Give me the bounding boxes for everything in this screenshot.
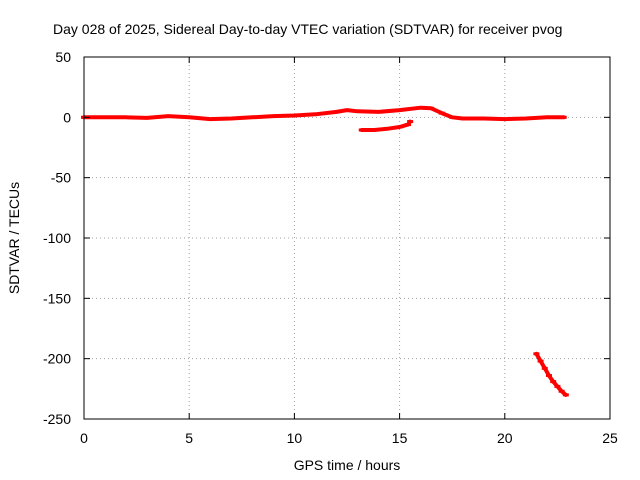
x-tick-label: 5 [185,430,193,446]
y-tick-label: -250 [43,411,71,427]
x-tick-label: 10 [287,430,303,446]
y-tick-label: -200 [43,351,71,367]
y-tick-labels: 50 0 -50 -100 -150 -200 -250 [43,49,71,427]
chart-title: Day 028 of 2025, Sidereal Day-to-day VTE… [53,21,562,37]
y-tick-label: 50 [55,49,71,65]
x-tick-label: 0 [80,430,88,446]
y-tick-label: -100 [43,230,71,246]
x-tick-labels: 0 5 10 15 20 25 [80,430,618,446]
data-series [81,105,569,397]
y-tick-label: 0 [63,109,71,125]
x-axis-label: GPS time / hours [294,457,401,473]
x-tick-label: 20 [497,430,513,446]
axis-ticks [83,56,611,420]
y-tick-label: -50 [51,170,71,186]
y-axis-label: SDTVAR / TECUs [6,182,22,294]
x-tick-label: 25 [602,430,618,446]
y-tick-label: -150 [43,290,71,306]
x-tick-label: 15 [392,430,408,446]
